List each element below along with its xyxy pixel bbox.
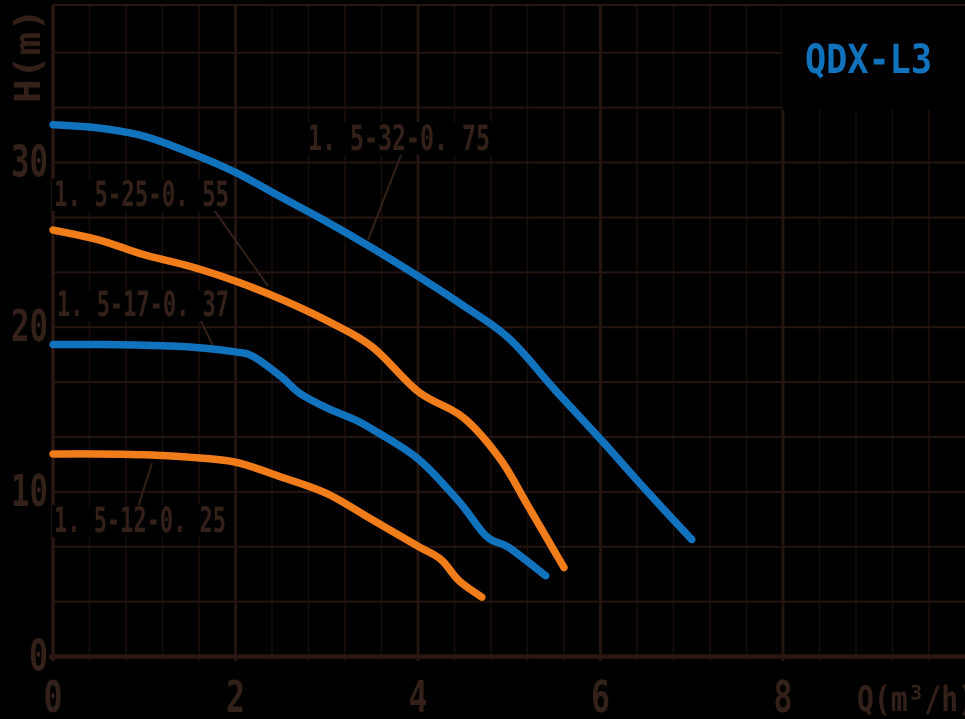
curve-1.5-12-0.25 bbox=[49, 450, 486, 601]
curve-label-1.5-25-0.55: 1. 5-25-0. 55 bbox=[54, 175, 229, 215]
x-tick-label-6: 6 bbox=[591, 672, 610, 719]
annotation-patch bbox=[52, 179, 231, 211]
curve-1.5-17-0.37 bbox=[49, 340, 550, 580]
y-tick-label-0: 0 bbox=[29, 631, 48, 682]
chart-title: QDX-L3 bbox=[805, 37, 932, 83]
annotation-leader-line bbox=[198, 316, 215, 349]
y-axis-title: H(m) bbox=[8, 8, 49, 103]
y-tick-label-20: 20 bbox=[11, 301, 48, 352]
curve-1.5-25-0.55 bbox=[49, 226, 568, 572]
curve-1.5-32-0.75 bbox=[49, 120, 696, 544]
annotation-patch bbox=[306, 122, 492, 155]
curve-label-1.5-17-0.37: 1. 5-17-0. 37 bbox=[57, 285, 229, 325]
annotation-leader-line bbox=[367, 154, 402, 241]
x-tick-label-4: 4 bbox=[409, 672, 428, 719]
annotation-leader-line bbox=[213, 209, 269, 287]
x-tick-label-8: 8 bbox=[774, 672, 793, 719]
x-tick-label-2: 2 bbox=[226, 672, 245, 719]
x-axis-title: Q(m³/h) bbox=[857, 680, 965, 719]
y-tick-label-10: 10 bbox=[11, 466, 48, 517]
y-tick-label-30: 30 bbox=[11, 137, 48, 188]
title-patch bbox=[782, 6, 965, 110]
curve-label-1.5-12-0.25: 1. 5-12-0. 25 bbox=[54, 501, 226, 541]
curve-label-1.5-32-0.75: 1. 5-32-0. 75 bbox=[308, 119, 490, 159]
annotation-patch bbox=[52, 505, 228, 537]
annotation-leader-line bbox=[137, 462, 153, 508]
annotation-patch bbox=[55, 290, 231, 321]
x-tick-label-0: 0 bbox=[44, 672, 63, 719]
